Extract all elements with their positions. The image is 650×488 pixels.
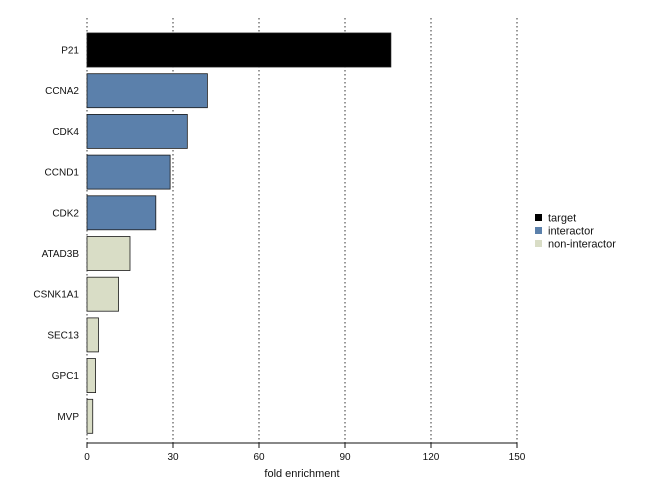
category-label-mvp: MVP	[57, 412, 79, 423]
bar-mvp	[86, 398, 94, 434]
bar-cdk2	[86, 195, 157, 231]
category-label-ccnd1: CCND1	[45, 168, 80, 179]
legend-label-target: target	[548, 213, 576, 225]
bar-p21	[86, 32, 392, 68]
category-label-gpc1: GPC1	[52, 371, 80, 382]
bar-ccnd1	[86, 154, 171, 190]
category-labels: P21 CCNA2 CDK4 CCND1 CDK2 ATAD3B CSNK1A1 SEC13 G…	[33, 46, 79, 423]
category-label-sec13: SEC13	[47, 330, 79, 341]
legend-label-interactor: interactor	[548, 226, 594, 238]
category-label-p21: P21	[61, 46, 79, 57]
bar-cdk4	[86, 114, 188, 149]
legend-swatch-target	[535, 214, 542, 221]
legend-swatch-interactor	[535, 227, 542, 234]
grid-lines	[86, 18, 518, 443]
bar-csnk1a1	[86, 276, 119, 312]
x-tick-label-120: 120	[423, 452, 440, 463]
x-axis-title: fold enrichment	[264, 468, 339, 480]
category-label-cdk2: CDK2	[52, 208, 79, 219]
bar-gpc1	[86, 358, 96, 394]
bar-ccna2	[86, 73, 208, 109]
legend-label-non-interactor: non-interactor	[548, 239, 616, 251]
category-label-ccna2: CCNA2	[45, 86, 79, 97]
category-label-atad3b: ATAD3B	[42, 249, 80, 260]
category-label-csnk1a1: CSNK1A1	[33, 290, 79, 301]
x-tick-label-60: 60	[253, 452, 265, 463]
x-tick-label-150: 150	[509, 452, 526, 463]
bar-sec13	[86, 317, 99, 353]
x-tick-label-90: 90	[339, 452, 351, 463]
legend-swatch-non-interactor	[535, 240, 542, 247]
category-label-cdk4: CDK4	[52, 127, 79, 138]
x-tick-label-30: 30	[167, 452, 179, 463]
x-tick-label-0: 0	[84, 452, 90, 463]
bar-atad3b	[86, 236, 131, 271]
x-axis: 0 30 60 90 120 150	[84, 442, 526, 463]
bars	[86, 32, 392, 434]
